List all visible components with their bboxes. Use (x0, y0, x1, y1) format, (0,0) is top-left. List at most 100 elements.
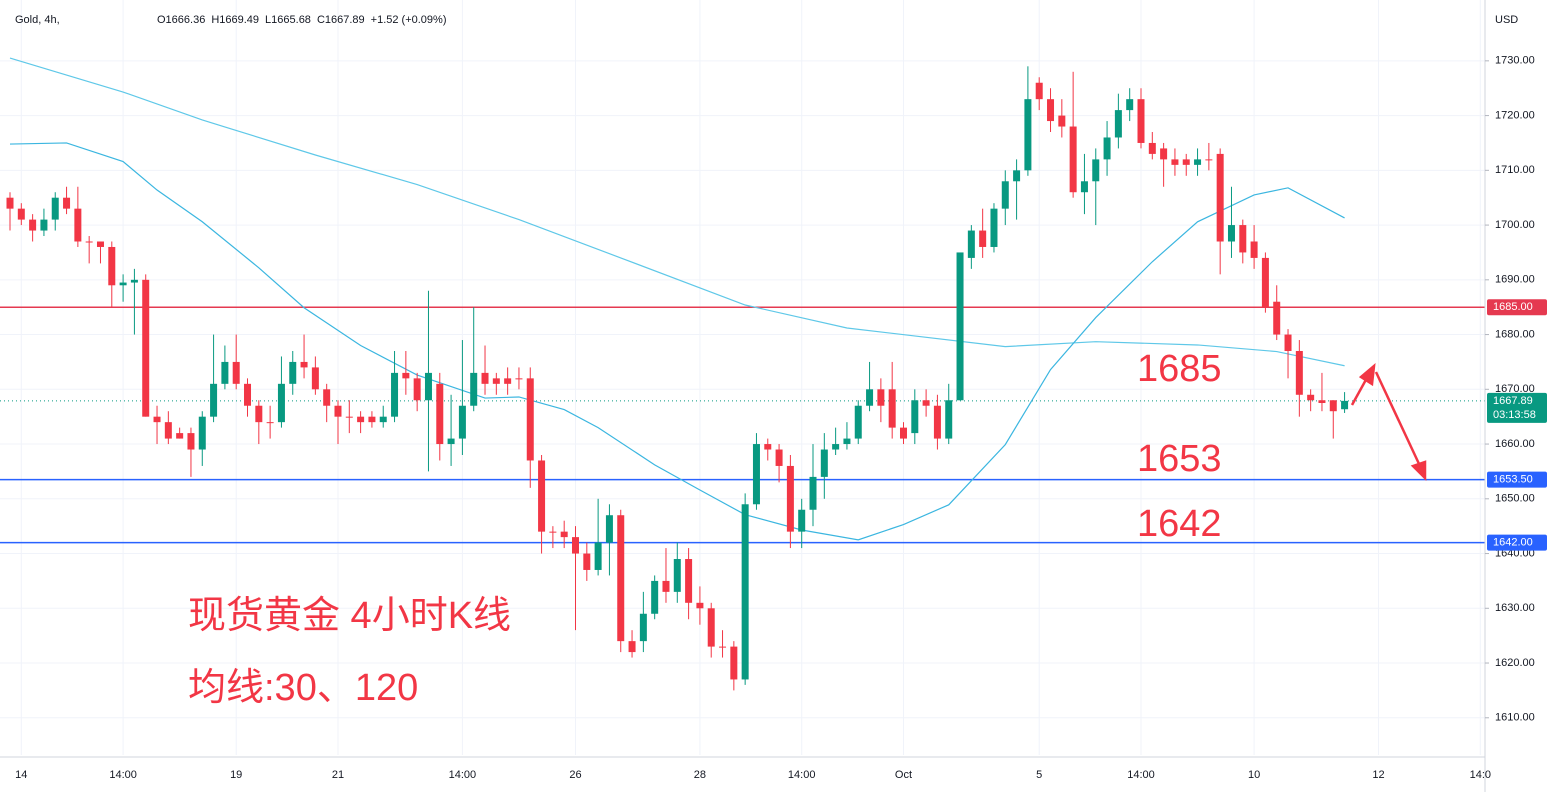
candle-body (1103, 137, 1111, 160)
candle-body (1058, 115, 1066, 127)
ohlc-value: +1.52 (+0.09%) (371, 14, 447, 26)
candle-body (1035, 82, 1043, 100)
candle-body (866, 389, 874, 406)
candle-body (1182, 159, 1190, 165)
candle-body (628, 641, 636, 653)
candle-body (458, 405, 466, 439)
candle-body (1080, 181, 1088, 193)
candle-body (673, 559, 681, 592)
candle-body (266, 422, 274, 424)
candle-body (255, 405, 263, 423)
candle-body (809, 476, 817, 510)
candle-body (1250, 241, 1258, 258)
candle-body (583, 553, 591, 570)
candle-body (74, 208, 82, 242)
candle-body (345, 416, 353, 418)
candle-body (391, 372, 399, 417)
y-tick-label: 1670.00 (1495, 383, 1535, 395)
candle-body (594, 542, 602, 570)
candle-body (1013, 170, 1021, 182)
candle-body (323, 389, 331, 406)
candle-body (198, 416, 206, 450)
candle-body (481, 372, 489, 384)
candle-body (832, 444, 840, 450)
grid (0, 0, 1485, 755)
candle-body (492, 378, 500, 384)
candle-body (605, 515, 613, 543)
candle-body (526, 378, 534, 461)
candle-body (730, 646, 738, 680)
y-tick-label: 1620.00 (1495, 657, 1535, 669)
candle-body (1001, 181, 1009, 209)
candle-body (29, 219, 37, 231)
candle-body (719, 646, 727, 648)
arrowhead (1358, 363, 1376, 387)
price-tag-label: 1653.50 (1493, 474, 1533, 486)
candle-body (1295, 350, 1303, 395)
candle-body (300, 361, 308, 368)
candle-body (447, 438, 455, 445)
candle-body (1171, 159, 1179, 165)
arrows (1350, 363, 1427, 482)
candle-body (899, 427, 907, 439)
candle-body (549, 531, 557, 533)
price-tag (1487, 534, 1547, 551)
candle-body (741, 504, 749, 680)
x-tick-label: 19 (230, 769, 242, 781)
candle-body (108, 246, 116, 286)
candle-body (357, 416, 365, 423)
candle-body (572, 537, 579, 554)
countdown: 03:13:58 (1493, 409, 1536, 421)
candle-body (945, 400, 953, 439)
y-tick-label: 1710.00 (1495, 164, 1535, 176)
y-tick-label: 1650.00 (1495, 493, 1535, 505)
x-tick-label: 14:00 (109, 769, 137, 781)
candle-body (1329, 400, 1337, 412)
candle-body (470, 372, 478, 406)
candle-body (639, 613, 647, 642)
candle-body (40, 219, 48, 231)
ohlc-value: H1669.49 (211, 14, 259, 26)
candle-body (368, 416, 376, 423)
x-tick-label: 28 (694, 769, 706, 781)
candle-body (232, 361, 240, 384)
price-tag-label: 1642.00 (1493, 536, 1533, 548)
candle-body (51, 197, 59, 220)
candle-body (244, 383, 252, 406)
candle-body (6, 197, 14, 209)
x-tick-label: 26 (569, 769, 581, 781)
x-tick-label: 10 (1248, 769, 1260, 781)
candle-body (334, 405, 342, 417)
candle-body (63, 197, 71, 209)
candle-body (786, 465, 794, 532)
candle-body (402, 372, 410, 379)
candle-body (775, 449, 783, 466)
candle-body (1205, 159, 1213, 161)
price-tag (1487, 471, 1547, 488)
annotation: 均线:30、120 (188, 667, 418, 709)
candle-body (843, 438, 851, 445)
candle-body (1092, 159, 1100, 182)
y-tick-label: 1700.00 (1495, 219, 1535, 231)
candle-body (854, 405, 862, 439)
arrow-down (1374, 371, 1422, 467)
candle-body (662, 580, 670, 592)
price-tag (1487, 392, 1547, 423)
candle-body (1126, 99, 1134, 111)
y-tick-label: 1630.00 (1495, 602, 1535, 614)
candle-body (1216, 153, 1224, 242)
candle-body (221, 361, 229, 384)
y-tick-label: 1660.00 (1495, 438, 1535, 450)
candle-body (1318, 400, 1326, 403)
plot (0, 57, 1485, 691)
candle-body (1194, 159, 1202, 165)
candle-body (164, 422, 172, 439)
candle-body (911, 400, 919, 434)
candle-body (764, 444, 772, 450)
moving-average (9, 57, 1345, 367)
candle-body (752, 444, 760, 505)
x-tick-label: 14:00 (1127, 769, 1155, 781)
candle-body (187, 433, 195, 450)
price-tag (1487, 299, 1547, 316)
